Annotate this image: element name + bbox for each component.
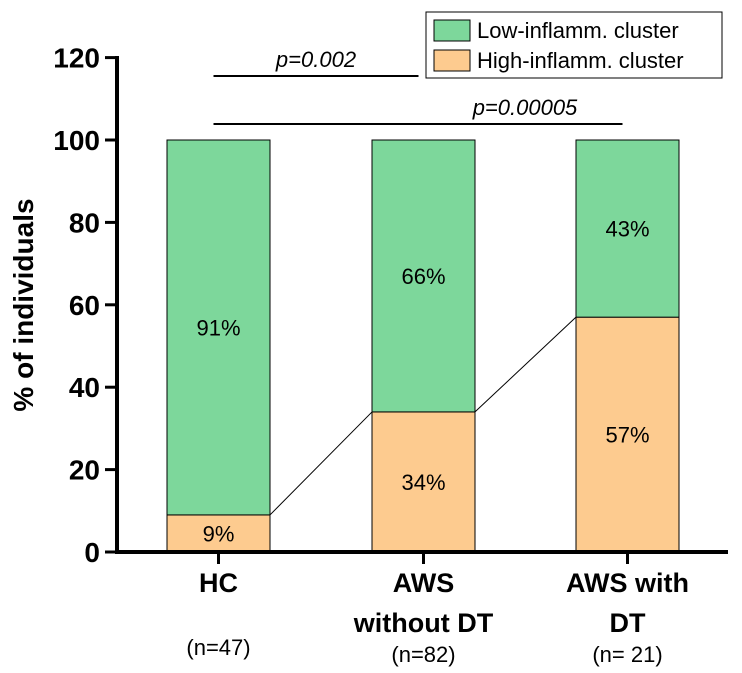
connector-line (474, 316, 577, 413)
bar-segment-high-2 (575, 316, 680, 553)
y-tick-label: 0 (84, 537, 100, 568)
y-tick-label: 20 (69, 455, 100, 486)
connector-line (269, 411, 373, 516)
legend-swatch (433, 49, 471, 72)
segment-label: 66% (401, 264, 445, 289)
y-axis-label: % of individuals (8, 198, 39, 411)
sample-size-label: (n=47) (186, 635, 250, 660)
y-tick-label: 80 (69, 207, 100, 238)
y-tick-label: 120 (53, 43, 100, 74)
axes-group: 0 20 40 60 80 100 120 % of individuals (8, 43, 728, 568)
bar-segment-high-1 (371, 411, 476, 553)
segment-label: 91% (196, 315, 240, 340)
connector-lines (269, 316, 577, 516)
legend-label: Low-inflamm. cluster (477, 18, 679, 43)
sample-size-label: (n= 21) (592, 642, 662, 667)
category-label-line1: AWS (393, 568, 455, 598)
sample-size-label: (n=82) (391, 642, 455, 667)
segment-label: 57% (605, 423, 649, 448)
significance-annotations: p=0.002 p=0.00005 (213, 47, 623, 125)
y-tick-label: 60 (69, 290, 100, 321)
bar-segment-low-2 (575, 139, 680, 318)
bar-segment-high-0 (166, 514, 271, 553)
category-label-line2: DT (610, 608, 646, 638)
category-labels: HC (n=47) AWS without DT (n=82) AWS with DT (n=… (186, 568, 689, 667)
y-tick-label: 100 (53, 125, 100, 156)
legend-label: High-inflamm. cluster (477, 48, 684, 73)
p-value-label: p=0.002 (275, 47, 356, 72)
category-label-line1: HC (199, 568, 238, 598)
segment-label: 9% (203, 521, 235, 546)
segment-label: 43% (605, 217, 649, 242)
bar-segment-low-1 (371, 139, 476, 413)
category-label-line1: AWS with (566, 568, 689, 598)
bars-group: 9% 91% 34% 66% 57% 43% (166, 139, 680, 553)
legend-box (425, 11, 723, 79)
y-tick-label: 40 (69, 372, 100, 403)
segment-label: 34% (401, 470, 445, 495)
category-label-line2: without DT (353, 608, 494, 638)
bar-segment-low-0 (166, 139, 271, 516)
legend-swatch (433, 19, 471, 42)
p-value-label: p=0.00005 (472, 95, 578, 120)
legend: Low-inflamm. cluster High-inflamm. cluste… (425, 11, 723, 79)
